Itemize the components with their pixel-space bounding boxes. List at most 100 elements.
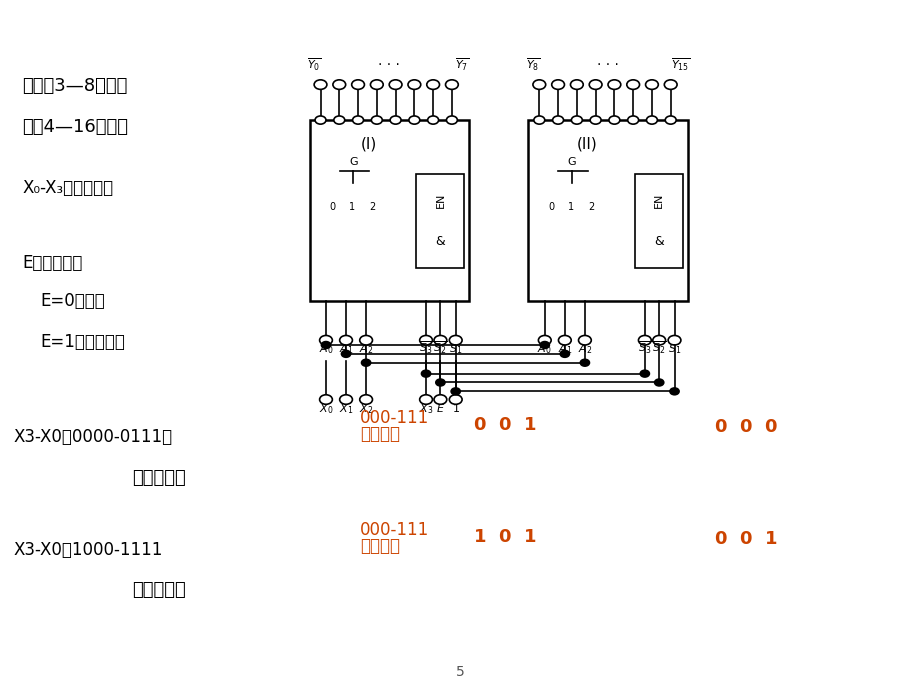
Text: 000-111: 000-111: [359, 522, 428, 540]
Circle shape: [319, 395, 332, 404]
Text: (I): (I): [360, 136, 376, 151]
Text: $X_1$: $X_1$: [338, 402, 353, 415]
Circle shape: [654, 379, 663, 386]
Text: (II): (II): [576, 136, 597, 151]
Text: $\overline{Y_0}$: $\overline{Y_0}$: [307, 56, 321, 72]
Text: 0: 0: [329, 201, 335, 212]
Text: &: &: [653, 235, 664, 248]
Circle shape: [450, 388, 460, 395]
Circle shape: [551, 80, 564, 90]
Circle shape: [408, 116, 419, 124]
Circle shape: [539, 342, 549, 348]
Text: $\overline{S_3}$: $\overline{S_3}$: [637, 339, 652, 355]
Text: 例：用3—8译码器: 例：用3—8译码器: [22, 77, 128, 95]
Circle shape: [351, 80, 364, 90]
Text: &: &: [435, 235, 445, 248]
Text: 第一片工作: 第一片工作: [131, 469, 186, 487]
Text: 0  0  1: 0 0 1: [473, 416, 536, 434]
Circle shape: [434, 335, 447, 345]
Text: 000-111: 000-111: [359, 409, 428, 427]
Circle shape: [580, 359, 589, 366]
Bar: [635, 175, 683, 268]
Text: X3-X0：1000-1111: X3-X0：1000-1111: [13, 540, 163, 558]
Circle shape: [560, 351, 569, 357]
Circle shape: [426, 80, 439, 90]
Text: G: G: [567, 157, 576, 168]
Text: E：译码控制: E：译码控制: [22, 254, 83, 272]
Circle shape: [607, 80, 620, 90]
Text: $E$: $E$: [436, 402, 445, 414]
Text: 1: 1: [568, 201, 573, 212]
Text: $A_0$: $A_0$: [318, 342, 333, 355]
Text: 0  0  1: 0 0 1: [714, 531, 777, 549]
Circle shape: [371, 116, 382, 124]
Circle shape: [570, 80, 583, 90]
Circle shape: [419, 395, 432, 404]
Text: 构成4—16译码器: 构成4—16译码器: [22, 118, 129, 136]
Text: $\overline{S_3}$: $\overline{S_3}$: [418, 339, 433, 355]
Text: E=1，禁止译码: E=1，禁止译码: [40, 333, 125, 351]
Circle shape: [339, 335, 352, 345]
Circle shape: [446, 116, 457, 124]
Text: · · ·: · · ·: [596, 58, 618, 72]
Bar: [416, 175, 464, 268]
Text: 译码输入: 译码输入: [359, 537, 399, 555]
Circle shape: [589, 116, 600, 124]
Circle shape: [314, 116, 325, 124]
Circle shape: [588, 80, 601, 90]
Text: $A_1$: $A_1$: [338, 342, 353, 355]
Circle shape: [313, 80, 326, 90]
Circle shape: [359, 395, 372, 404]
Text: G: G: [348, 157, 357, 168]
Text: EN: EN: [653, 193, 664, 208]
Text: $\overline{Y_8}$: $\overline{Y_8}$: [526, 56, 539, 72]
Circle shape: [352, 116, 363, 124]
Text: EN: EN: [435, 193, 445, 208]
Circle shape: [341, 351, 350, 357]
Circle shape: [664, 116, 675, 124]
Text: 1  0  1: 1 0 1: [473, 529, 536, 546]
Text: · · ·: · · ·: [378, 58, 400, 72]
Circle shape: [608, 116, 619, 124]
Text: 2: 2: [587, 201, 594, 212]
Circle shape: [533, 116, 544, 124]
Circle shape: [359, 335, 372, 345]
Text: 0  0  0: 0 0 0: [714, 418, 777, 436]
Text: $\overline{Y_7}$: $\overline{Y_7}$: [454, 56, 469, 72]
Circle shape: [390, 116, 401, 124]
Circle shape: [427, 116, 438, 124]
Circle shape: [436, 379, 445, 386]
Text: $\overline{S_2}$: $\overline{S_2}$: [433, 339, 447, 355]
Circle shape: [578, 335, 591, 345]
Circle shape: [361, 359, 370, 366]
Text: 1: 1: [349, 201, 355, 212]
Text: $A_2$: $A_2$: [577, 342, 592, 355]
Text: $A_2$: $A_2$: [358, 342, 373, 355]
Text: $X_0$: $X_0$: [318, 402, 333, 415]
Circle shape: [627, 116, 638, 124]
Circle shape: [448, 335, 461, 345]
Circle shape: [667, 335, 680, 345]
Circle shape: [434, 395, 447, 404]
Circle shape: [333, 80, 346, 90]
Bar: [528, 120, 687, 301]
Text: 5: 5: [455, 665, 464, 679]
Text: $S_1$: $S_1$: [448, 342, 462, 355]
Circle shape: [339, 395, 352, 404]
Circle shape: [370, 80, 383, 90]
Circle shape: [664, 80, 676, 90]
Circle shape: [421, 371, 430, 377]
Text: 第二片工作: 第二片工作: [131, 582, 186, 600]
Circle shape: [407, 80, 420, 90]
Circle shape: [645, 80, 658, 90]
Circle shape: [538, 335, 550, 345]
Circle shape: [626, 80, 639, 90]
Circle shape: [652, 335, 664, 345]
Text: 2: 2: [369, 201, 375, 212]
Circle shape: [571, 116, 582, 124]
Circle shape: [646, 116, 657, 124]
Circle shape: [334, 116, 345, 124]
Circle shape: [552, 116, 563, 124]
Bar: [309, 120, 469, 301]
Text: $1$: $1$: [451, 402, 460, 414]
